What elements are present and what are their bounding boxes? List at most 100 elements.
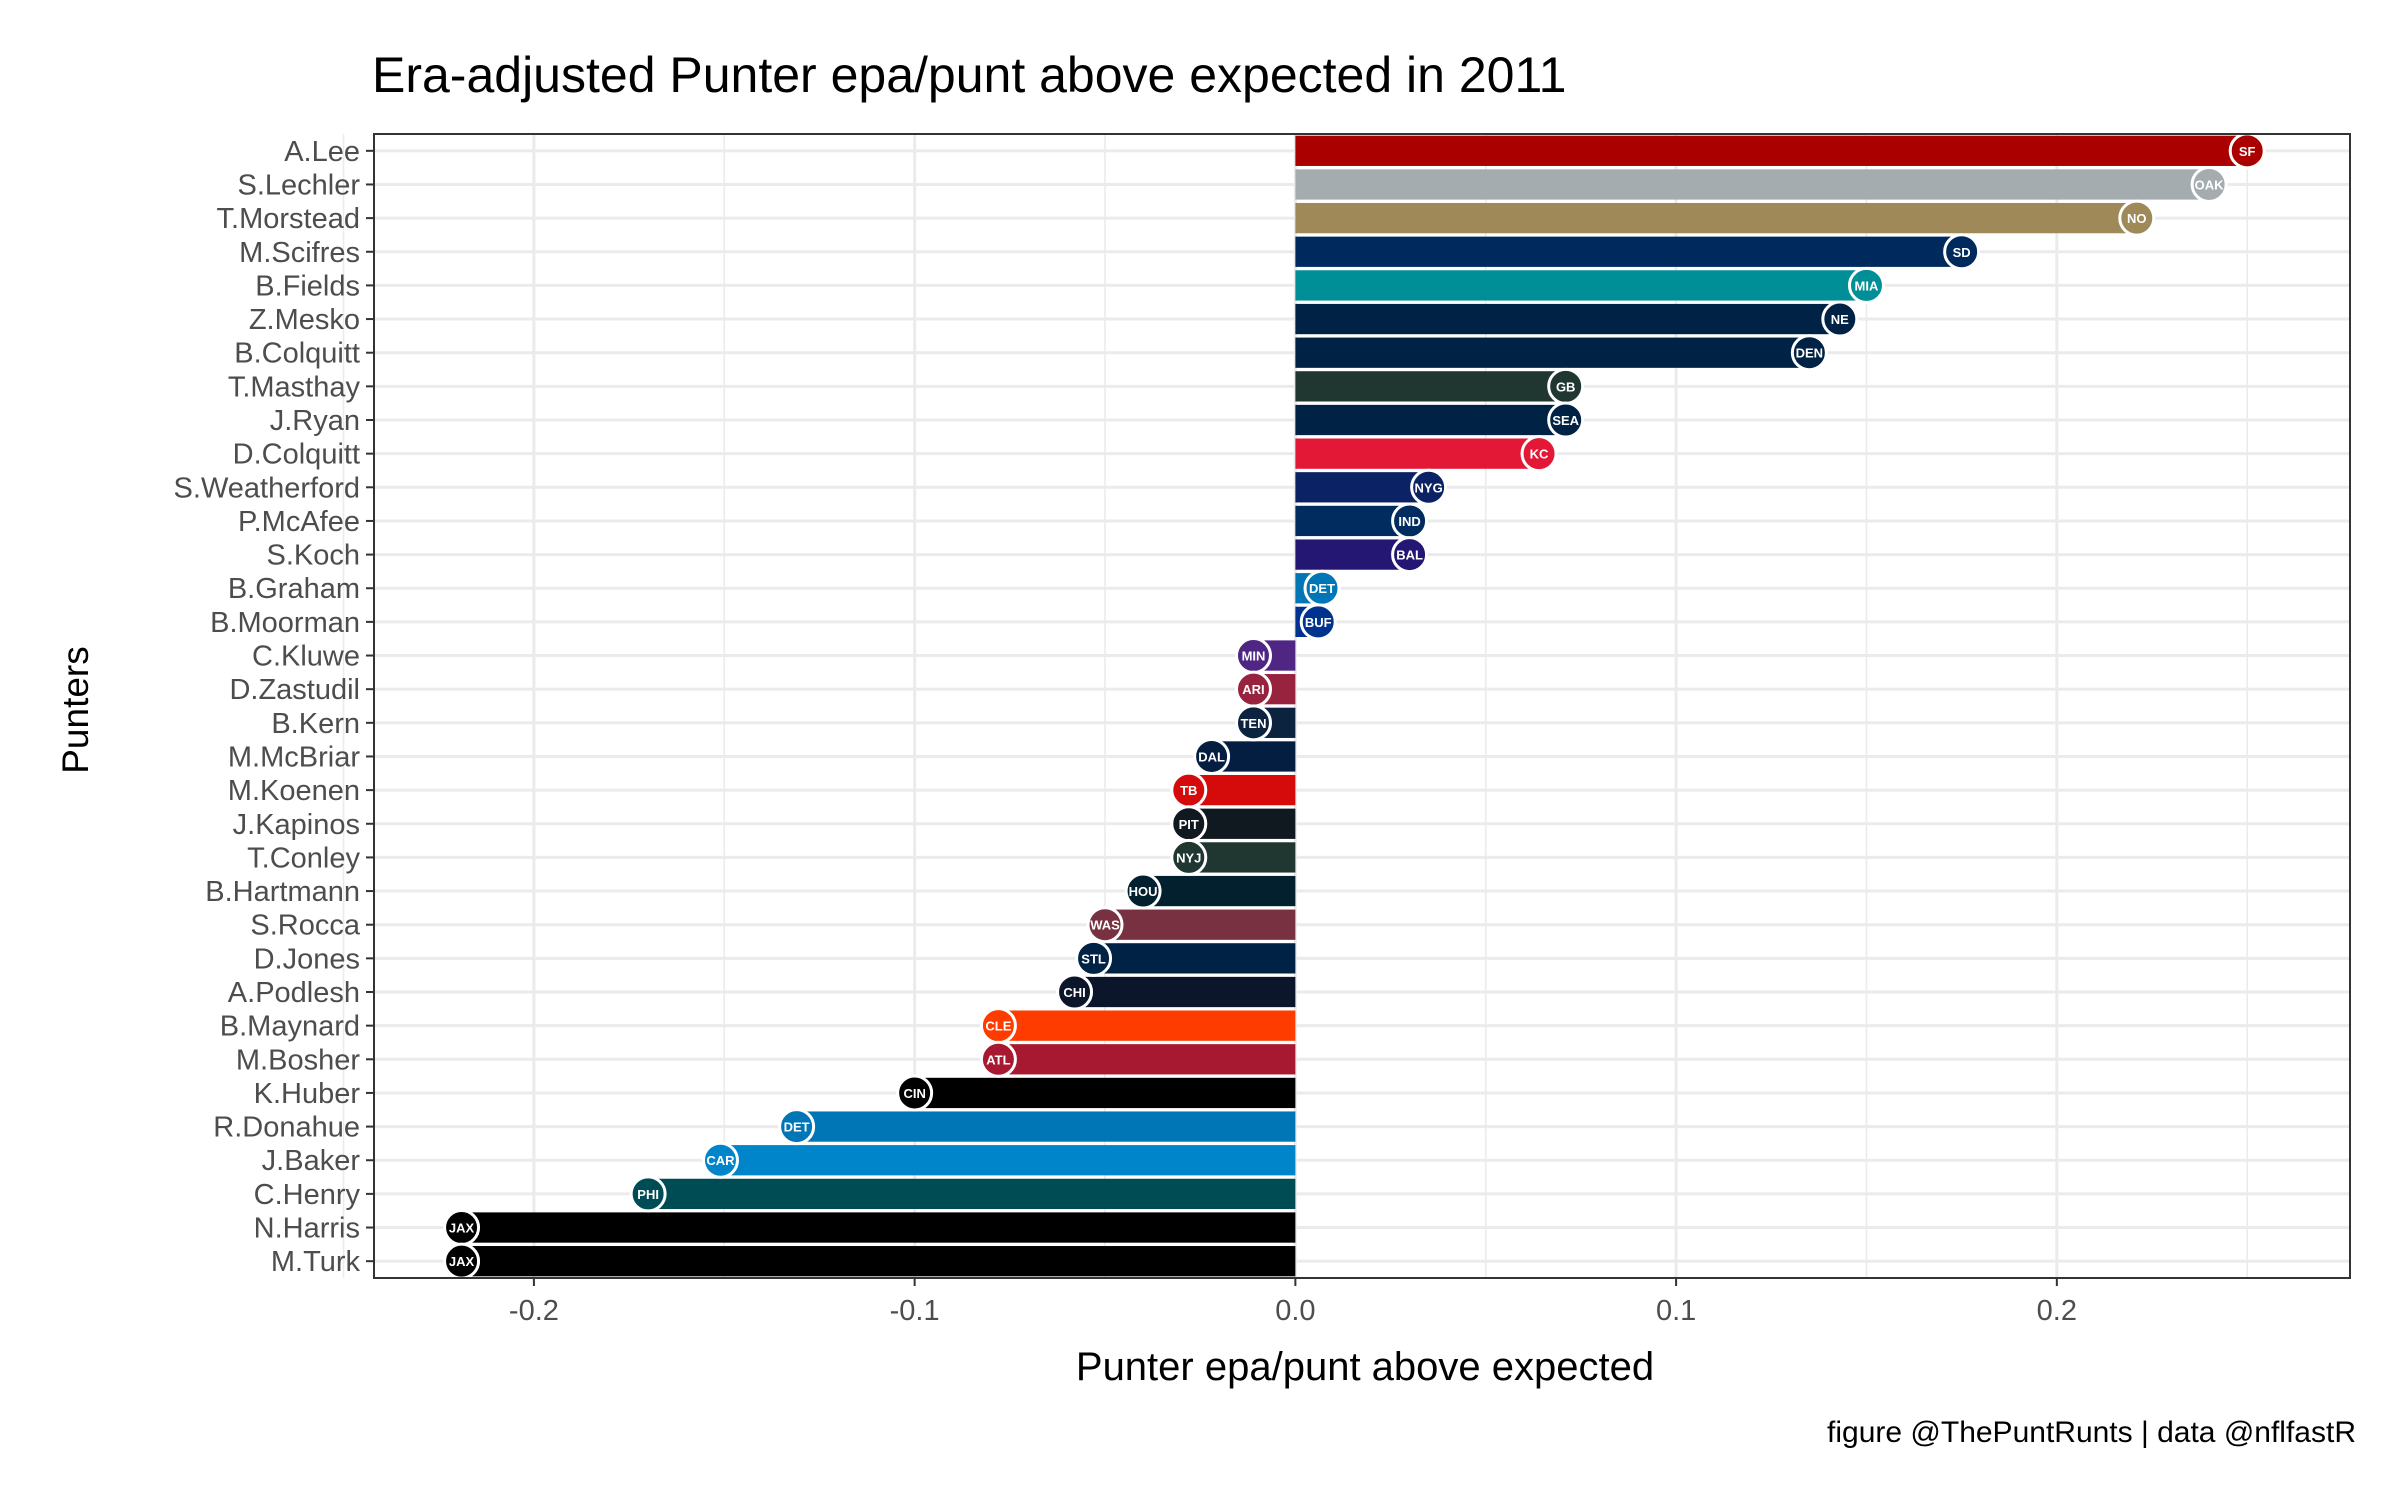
tennessee-logo-icon: TEN: [1234, 704, 1272, 742]
y-tick-label: R.Donahue: [213, 1112, 360, 1144]
bar-d-jones: [1093, 943, 1296, 974]
new-orleans-logo-icon: NO: [2118, 199, 2156, 237]
svg-text:DEN: DEN: [1796, 346, 1823, 361]
svg-text:SD: SD: [1953, 245, 1971, 260]
svg-text:NO: NO: [2127, 211, 2147, 226]
bar-s-lechler: [1295, 169, 2210, 200]
jacksonville-logo-icon: JAX: [443, 1209, 481, 1247]
miami-logo-icon: MIA: [1847, 266, 1885, 304]
bar-z-mesko: [1295, 303, 1840, 335]
bar-s-koch: [1295, 539, 1410, 570]
y-tick-label: M.Bosher: [236, 1044, 360, 1076]
y-tick-label: A.Podlesh: [228, 977, 360, 1009]
y-tick-label: M.Koenen: [228, 775, 360, 807]
svg-text:PHI: PHI: [637, 1187, 659, 1202]
bar-b-hartmann: [1143, 875, 1296, 907]
atlanta-logo-icon: ATL: [979, 1040, 1017, 1078]
bar-m-scifres: [1295, 236, 1962, 267]
y-tick-label: B.Moorman: [210, 607, 360, 639]
bar-b-colquitt: [1295, 337, 1810, 368]
svg-text:SEA: SEA: [1552, 413, 1579, 428]
sf-logo-icon: SF: [2228, 132, 2266, 170]
y-tick-label: A.Lee: [284, 136, 360, 168]
bar-a-podlesh: [1074, 976, 1296, 1008]
oakland-raiders-logo-icon: OAK: [2190, 165, 2228, 203]
svg-text:NYJ: NYJ: [1176, 850, 1201, 865]
buffalo-logo-icon: BUF: [1299, 603, 1337, 641]
chart-caption: figure @ThePuntRunts | data @nflfastR: [1827, 1416, 2356, 1449]
x-tick-label: 0.0: [1275, 1295, 1315, 1327]
svg-text:IND: IND: [1398, 514, 1420, 529]
bar-k-huber: [914, 1077, 1296, 1109]
svg-text:STL: STL: [1081, 951, 1106, 966]
plot-border: [373, 133, 2351, 1279]
svg-text:BUF: BUF: [1305, 615, 1332, 630]
y-tick-label: B.Graham: [228, 573, 360, 605]
baltimore-logo-icon: BAL: [1391, 536, 1429, 574]
st-louis-logo-icon: STL: [1075, 939, 1113, 977]
denver-logo-icon: DEN: [1790, 334, 1828, 372]
carolina-logo-icon: CAR: [701, 1141, 739, 1179]
philadelphia-logo-icon: PHI: [629, 1175, 667, 1213]
y-tick-label: B.Maynard: [220, 1011, 360, 1043]
san-diego-logo-icon: SD: [1943, 233, 1981, 271]
bar-c-henry: [648, 1178, 1296, 1210]
svg-text:TEN: TEN: [1240, 716, 1266, 731]
tampa-bay-logo-icon: TB: [1170, 771, 1208, 809]
y-tick-label: K.Huber: [254, 1078, 361, 1110]
bar-t-masthay: [1295, 371, 1566, 402]
x-axis-ticks: -0.2 -0.1 0.0 0.1 0.2: [509, 1278, 2077, 1327]
y-tick-label: B.Kern: [271, 708, 360, 740]
x-tick-label: 0.2: [2037, 1295, 2077, 1327]
y-tick-label: B.Hartmann: [205, 876, 360, 908]
bar-t-morstead: [1295, 202, 2137, 234]
y-tick-label: S.Rocca: [250, 910, 360, 942]
svg-text:CLE: CLE: [985, 1019, 1011, 1034]
y-tick-label: C.Henry: [254, 1179, 361, 1211]
svg-text:NYG: NYG: [1415, 480, 1443, 495]
svg-text:DET: DET: [784, 1120, 810, 1135]
y-tick-label: D.Zastudil: [229, 674, 360, 706]
x-tick-label: -0.1: [890, 1295, 940, 1327]
bar-s-weatherford: [1295, 472, 1429, 503]
svg-text:ARI: ARI: [1242, 682, 1264, 697]
minnesota-logo-icon: MIN: [1234, 637, 1272, 675]
svg-text:JAX: JAX: [449, 1254, 475, 1269]
y-tick-label: D.Colquitt: [233, 439, 360, 471]
svg-text:CHI: CHI: [1063, 985, 1085, 1000]
arizona-logo-icon: ARI: [1234, 670, 1272, 708]
y-tick-label: M.McBriar: [228, 741, 360, 773]
y-tick-label: T.Masthay: [228, 371, 361, 403]
y-tick-label: M.Turk: [271, 1246, 361, 1278]
bar-r-donahue: [796, 1111, 1296, 1142]
x-axis-title: Punter epa/punt above expected: [1075, 1345, 1655, 1389]
svg-text:TB: TB: [1180, 783, 1197, 798]
bar-s-rocca: [1105, 909, 1296, 940]
svg-text:CAR: CAR: [706, 1153, 735, 1168]
y-tick-label: N.Harris: [254, 1213, 360, 1245]
bar-j-ryan: [1295, 404, 1566, 436]
y-axis-ticks: A.LeeS.LechlerT.MorsteadM.ScifresB.Field…: [174, 136, 374, 1278]
bar-b-fields: [1295, 270, 1867, 301]
seattle-logo-icon: SEA: [1547, 401, 1585, 439]
bar-a-lee: [1295, 135, 2248, 166]
new-england-logo-icon: NE: [1821, 300, 1859, 338]
dallas-logo-icon: DAL: [1193, 737, 1231, 775]
bar-d-colquitt: [1295, 438, 1540, 469]
y-tick-label: J.Ryan: [270, 405, 360, 437]
pittsburgh-logo-icon: PIT: [1170, 805, 1208, 843]
cleveland-logo-icon: CLE: [979, 1007, 1017, 1045]
kansas-city-logo-icon: KC: [1520, 435, 1558, 473]
y-tick-label: B.Fields: [255, 270, 360, 302]
svg-text:DAL: DAL: [1198, 749, 1225, 764]
green-bay-logo-icon: GB: [1547, 367, 1585, 405]
svg-text:CIN: CIN: [903, 1086, 925, 1101]
y-tick-label: S.Koch: [267, 540, 361, 572]
y-tick-label: S.Weatherford: [174, 472, 360, 504]
y-tick-label: P.McAfee: [238, 506, 360, 538]
x-tick-label: 0.1: [1656, 1295, 1696, 1327]
x-tick-label: -0.2: [509, 1295, 559, 1327]
bar-n-harris: [461, 1212, 1296, 1243]
washington-logo-icon: WAS: [1086, 906, 1124, 944]
svg-text:SF: SF: [2239, 144, 2256, 159]
